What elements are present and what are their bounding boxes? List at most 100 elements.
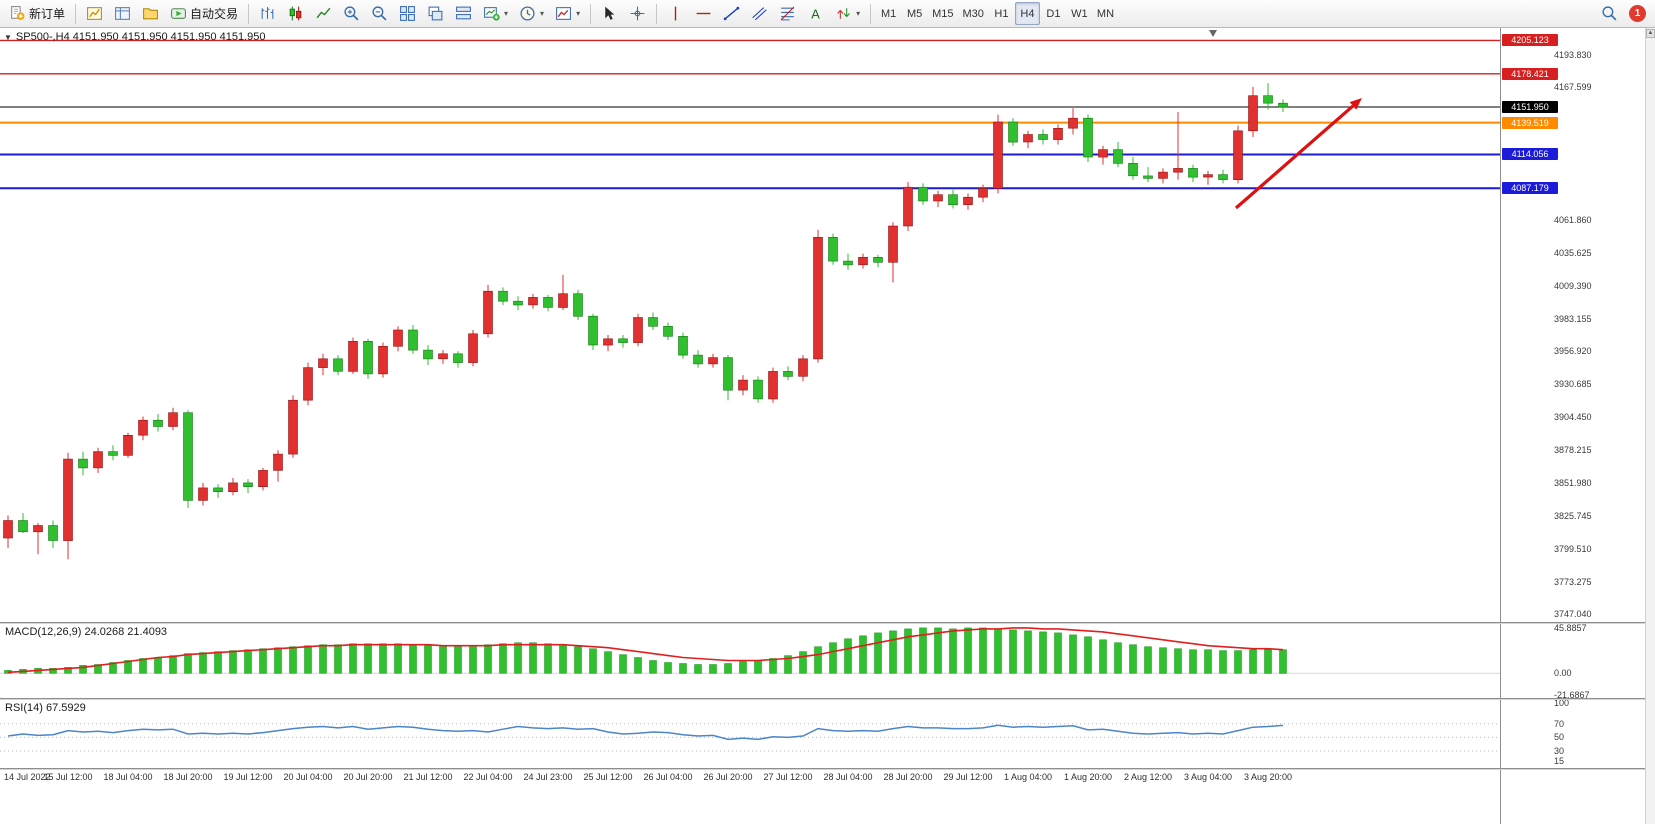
search-icon — [1602, 6, 1617, 21]
dropdown-caret: ▾ — [504, 9, 509, 18]
time-axis[interactable]: 14 Jul 2022 15 Jul 12:00 18 Jul 04:00 18 Ju… — [0, 770, 1500, 786]
time-axis-label: 21 Jul 12:00 — [403, 772, 453, 782]
timeframe-h4-button[interactable]: H4 — [1014, 2, 1040, 25]
price-level-tag: 4139.519 — [1502, 116, 1558, 129]
main-chart-pane[interactable]: ▼ SP500-,H4 4151.950 4151.950 4151.950 4… — [0, 28, 1500, 622]
price-axis-label: 3747.040 — [1554, 609, 1592, 620]
price-axis-label: 3799.510 — [1554, 543, 1592, 554]
rsi-pane[interactable]: RSI(14) 67.5929 — [0, 700, 1500, 768]
notification-badge[interactable]: 1 — [1629, 5, 1646, 22]
horizontal-line-button[interactable] — [690, 2, 717, 25]
price-axis-label: 3983.155 — [1554, 313, 1592, 324]
add-chart-button[interactable]: ▾ — [478, 2, 513, 25]
timeframe-w1-button[interactable]: W1 — [1071, 7, 1088, 20]
zoom-out-button[interactable] — [366, 2, 393, 25]
data-window-button[interactable] — [109, 2, 136, 25]
indicators-button[interactable]: ▾ — [550, 2, 585, 25]
vertical-line-button[interactable] — [662, 2, 689, 25]
timeframe-m5-button[interactable]: M5 — [906, 7, 923, 20]
new-order-label: 新订单 — [29, 7, 66, 21]
line-chart-type-button[interactable] — [310, 2, 337, 25]
arrange-windows-icon — [456, 6, 471, 20]
time-axis-label: 26 Jul 20:00 — [703, 772, 753, 782]
macd-label: MACD(12,26,9) 24.0268 21.4093 — [5, 626, 168, 638]
rsi-label: RSI(14) 67.5929 — [5, 702, 86, 714]
time-axis-label: 14 Jul 2022 — [4, 772, 51, 782]
new-order-button[interactable]: 新订单 — [4, 2, 70, 25]
pane-separator[interactable] — [0, 698, 1655, 700]
zoom-in-icon — [344, 6, 359, 21]
level-lines-layer[interactable] — [0, 39, 1500, 190]
arrange-windows-button[interactable] — [450, 2, 477, 25]
price-axis-label: 30 — [1554, 746, 1565, 756]
candles-layer — [3, 83, 1288, 560]
macd-signal-line — [7, 627, 1284, 674]
text-icon: A — [811, 6, 820, 21]
timeframe-m15-button[interactable]: M15 — [932, 7, 954, 20]
shift-marker-icon[interactable] — [1209, 30, 1217, 37]
toolbar-separator — [870, 3, 872, 24]
crosshair-button[interactable] — [624, 2, 651, 25]
bar-chart-type-button[interactable] — [254, 2, 281, 25]
pane-separator[interactable] — [0, 622, 1655, 624]
market-watch-icon — [87, 7, 102, 20]
price-axis-label: 4035.625 — [1554, 247, 1592, 258]
fibonacci-button[interactable] — [774, 2, 801, 25]
price-axis-label: 4167.599 — [1554, 82, 1592, 93]
candlestick-type-button[interactable] — [282, 2, 309, 25]
timeframe-mn-button[interactable]: MN — [1096, 7, 1115, 20]
clock-icon — [520, 6, 535, 21]
macd-pane[interactable]: MACD(12,26,9) 24.0268 21.4093 — [0, 624, 1500, 698]
timeframe-d1-button[interactable]: D1 — [1046, 7, 1061, 20]
rsi-chart — [0, 723, 1500, 752]
cursor-button[interactable] — [596, 2, 623, 25]
symbol-ohlc-text: SP500-,H4 4151.950 4151.950 4151.950 415… — [15, 31, 266, 43]
price-axis-label: 3851.980 — [1554, 477, 1592, 488]
arrow-tools-button[interactable]: ▾ — [830, 2, 865, 25]
dropdown-caret: ▾ — [856, 9, 861, 18]
time-axis-label: 1 Aug 04:00 — [1003, 772, 1053, 782]
bars-icon — [261, 7, 274, 19]
scroll-up-icon[interactable]: ▲ — [1646, 29, 1655, 38]
collapse-icon[interactable]: ▼ — [4, 32, 12, 42]
candlestick-chart — [0, 30, 1500, 560]
vertical-scrollbar[interactable]: ▲ — [1645, 28, 1655, 824]
pane-separator[interactable] — [0, 768, 1655, 770]
price-axis-label: 45.8857 — [1554, 623, 1587, 634]
price-axis-label: 3956.920 — [1554, 346, 1592, 357]
svg-text:A: A — [811, 6, 820, 21]
rsi-line — [7, 724, 1284, 741]
tile-windows-button[interactable] — [394, 2, 421, 25]
time-axis-label: 29 Jul 12:00 — [943, 772, 993, 782]
price-axis-label: -21.6867 — [1554, 689, 1590, 700]
timeframe-h1-button[interactable]: H1 — [994, 7, 1009, 20]
price-level-tag: 4087.179 — [1502, 182, 1558, 195]
channel-button[interactable] — [746, 2, 773, 25]
cascade-windows-button[interactable] — [422, 2, 449, 25]
price-axis-label: 4193.830 — [1554, 49, 1592, 60]
text-label-button[interactable]: A — [802, 2, 829, 25]
dropdown-caret: ▾ — [540, 9, 545, 18]
timeframe-m1-button[interactable]: M1 — [880, 7, 897, 20]
indicator-icon — [556, 7, 571, 20]
time-axis-label: 20 Jul 20:00 — [343, 772, 393, 782]
arrow-tools-icon — [837, 8, 850, 19]
zoom-in-button[interactable] — [338, 2, 365, 25]
toolbar: 新订单 自动交易 — [0, 0, 1655, 28]
price-axis[interactable]: 4193.830 4167.599 4061.860 4035.625 4009.390… — [1500, 28, 1645, 824]
trend-arrow-annotation[interactable] — [1234, 98, 1362, 210]
market-watch-button[interactable] — [81, 2, 108, 25]
horizontal-line-icon — [696, 12, 711, 15]
autotrading-button[interactable]: 自动交易 — [165, 2, 243, 25]
timeframe-m30-button[interactable]: M30 — [962, 7, 984, 20]
price-level-tag: 4178.421 — [1502, 67, 1558, 80]
navigator-button[interactable] — [137, 2, 164, 25]
channel-icon — [752, 7, 767, 21]
periods-button[interactable]: ▾ — [514, 2, 549, 25]
data-window-icon — [115, 7, 130, 20]
time-axis-label: 3 Aug 04:00 — [1183, 772, 1233, 782]
trendline-button[interactable] — [718, 2, 745, 25]
search-button[interactable] — [1596, 2, 1623, 25]
zoom-out-icon — [372, 6, 387, 21]
toolbar-separator — [75, 3, 77, 24]
